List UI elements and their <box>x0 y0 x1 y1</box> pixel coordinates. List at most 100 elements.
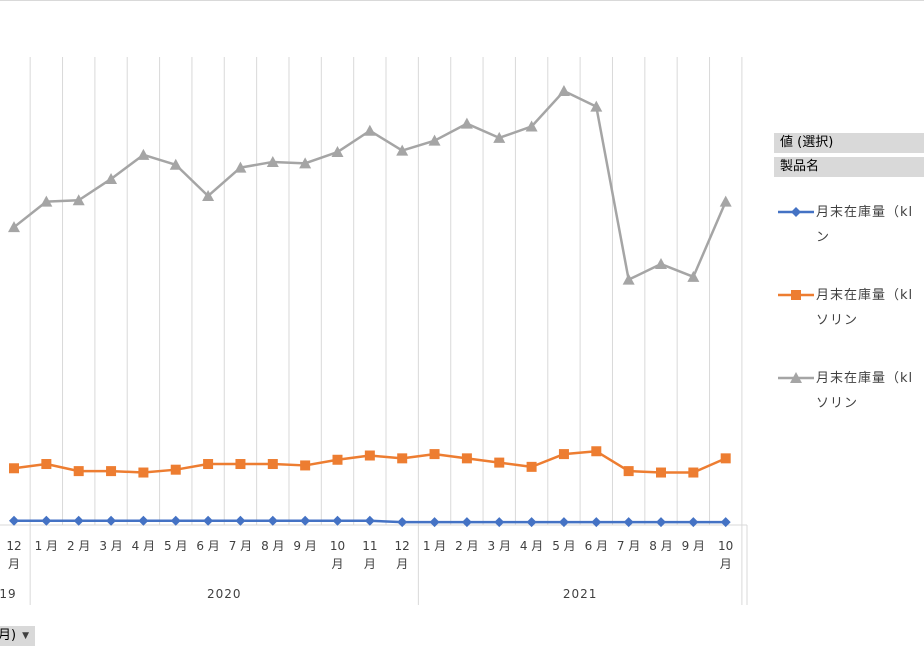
legend-label-line1: 月末在庫量（kl <box>816 371 914 386</box>
legend-field-header[interactable]: 値 (選択) <box>774 133 924 153</box>
data-point <box>73 515 84 526</box>
data-point <box>137 148 150 160</box>
x-year-label: 2021 <box>563 587 598 601</box>
x-tick-label: 5 月 <box>164 539 187 553</box>
data-point <box>332 515 343 526</box>
data-point <box>41 459 52 470</box>
series-line <box>13 89 727 281</box>
data-point <box>202 189 215 201</box>
data-point <box>525 120 538 132</box>
legend-label-line1: 月末在庫量（kl <box>816 288 914 303</box>
data-point <box>591 446 602 457</box>
data-point <box>558 517 569 528</box>
x-tick-label: 9 月 <box>293 539 316 553</box>
data-point <box>493 131 506 143</box>
data-point <box>494 457 505 468</box>
data-point <box>719 195 732 207</box>
data-point <box>557 85 570 97</box>
data-point <box>266 155 279 167</box>
data-point <box>234 161 247 173</box>
x-tick-label: 11 月 <box>362 539 377 571</box>
data-point <box>526 461 537 472</box>
data-point <box>397 517 408 528</box>
data-point <box>169 158 182 170</box>
legend-category-header[interactable]: 製品名 <box>774 157 924 177</box>
legend-label-line2: ソリン <box>816 396 859 411</box>
legend-label: 月末在庫量（kl ン <box>816 200 924 250</box>
data-point <box>460 117 473 129</box>
x-tick-label: 8 月 <box>261 539 284 553</box>
legend-marker-diamond-icon <box>778 207 814 217</box>
data-point <box>40 195 53 207</box>
x-tick-label: 10 月 <box>718 539 733 571</box>
x-tick-label: 3 月 <box>99 539 122 553</box>
data-point <box>590 100 603 112</box>
axis-field-label: 月) <box>0 628 17 643</box>
x-tick-label: 2 月 <box>67 539 90 553</box>
series-1 <box>9 515 731 528</box>
grid-lines <box>0 57 747 526</box>
x-tick-label: 10 月 <box>330 539 345 571</box>
series-3 <box>8 85 732 285</box>
x-tick-label: 3 月 <box>488 539 511 553</box>
x-tick-label: 5 月 <box>552 539 575 553</box>
data-point <box>105 172 118 184</box>
data-point <box>267 459 278 470</box>
data-point <box>720 517 731 528</box>
data-point <box>428 134 441 146</box>
data-point <box>720 453 731 464</box>
data-point <box>9 515 19 526</box>
x-tick-label: 12 月 <box>6 539 21 571</box>
data-point <box>363 124 376 136</box>
series-lines[interactable] <box>8 85 732 528</box>
data-point <box>526 517 537 528</box>
data-point <box>41 515 52 526</box>
legend-item-series-1[interactable]: 月末在庫量（kl ン <box>778 200 924 250</box>
x-tick-label: 8 月 <box>649 539 672 553</box>
data-point <box>655 258 667 270</box>
data-point <box>461 453 472 464</box>
data-point <box>106 515 117 526</box>
data-point <box>688 467 699 478</box>
x-tick-label: 9 月 <box>682 539 705 553</box>
data-point <box>591 517 602 528</box>
data-point <box>429 517 440 528</box>
data-point <box>138 467 149 478</box>
data-point <box>494 517 505 528</box>
x-tick-label: 6 月 <box>585 539 608 553</box>
data-point <box>170 515 181 526</box>
data-point <box>623 466 634 477</box>
data-point <box>300 460 311 471</box>
series-2 <box>9 446 731 478</box>
x-axis: 12 月 1 月 2 月 3 月 4 月 5 月 6 月 7 月 8 月 9 月 10 月 11 月 12 月 1… <box>0 525 748 605</box>
data-point <box>267 515 278 526</box>
data-point <box>9 463 19 474</box>
legend-label-line2: ン <box>816 230 831 245</box>
data-point <box>397 453 408 464</box>
data-point <box>170 464 181 475</box>
data-point <box>656 467 666 478</box>
data-point <box>106 466 117 477</box>
legend-label: 月末在庫量（kl ソリン <box>816 283 924 333</box>
x-tick-label: 4 月 <box>132 539 155 553</box>
x-tick-label: 1 月 <box>35 539 58 553</box>
legend-item-series-2[interactable]: 月末在庫量（kl ソリン <box>778 283 924 333</box>
data-point <box>72 194 85 206</box>
data-point <box>235 515 246 526</box>
x-tick-label: 4 月 <box>520 539 543 553</box>
legend-label-line2: ソリン <box>816 313 859 328</box>
x-tick-label: 6 月 <box>196 539 219 553</box>
data-point <box>203 459 214 470</box>
data-point <box>8 221 20 233</box>
legend-marker-square-icon <box>778 290 814 300</box>
legend-item-series-3[interactable]: 月末在庫量（kl ソリン <box>778 366 924 416</box>
axis-field-button[interactable]: 月) ▼ <box>0 626 35 646</box>
legend-label: 月末在庫量（kl ソリン <box>816 366 924 416</box>
data-point <box>235 459 246 470</box>
legend-marker-triangle-icon <box>778 372 814 383</box>
data-point <box>461 517 472 528</box>
data-point <box>687 270 700 282</box>
dropdown-arrow-icon: ▼ <box>22 631 29 641</box>
x-year-label: 19 <box>0 587 17 601</box>
